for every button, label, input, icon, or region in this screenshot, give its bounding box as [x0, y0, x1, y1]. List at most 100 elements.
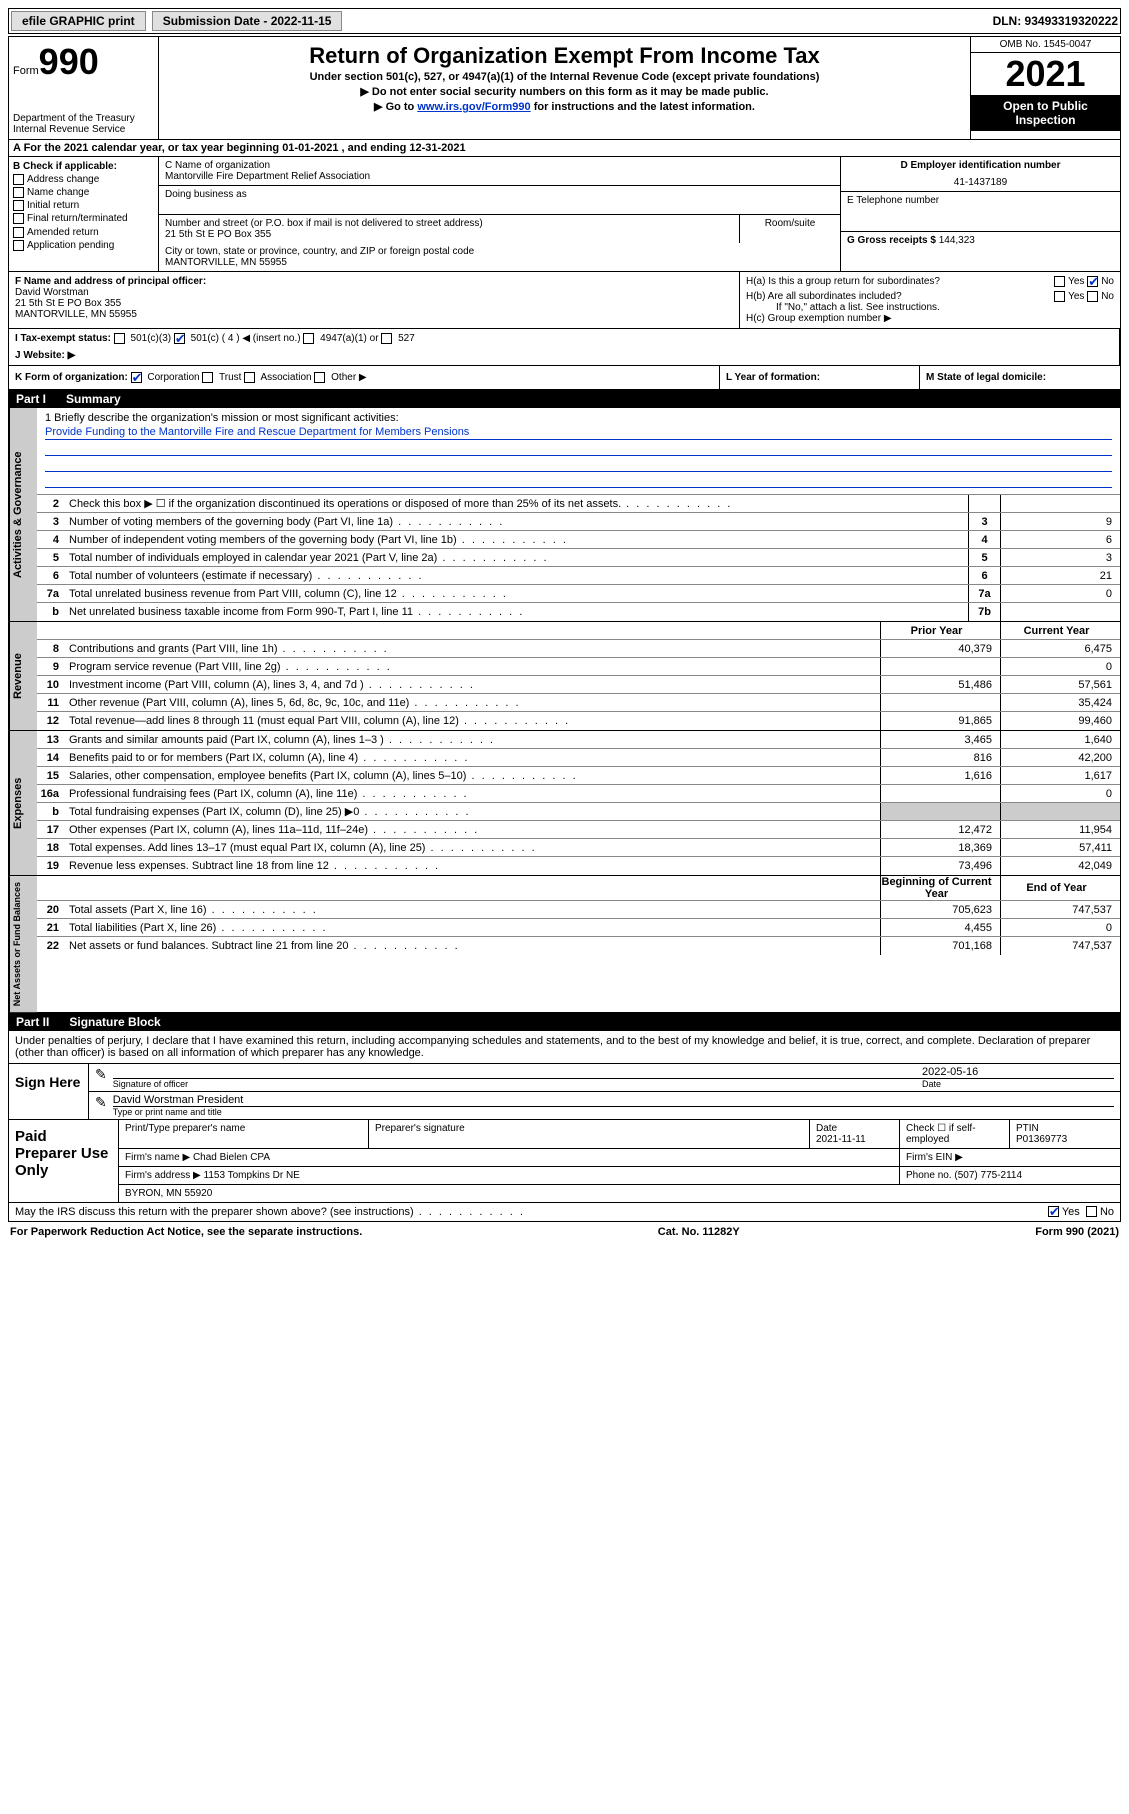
col-b-label: B Check if applicable: — [13, 161, 117, 172]
addr-label: Number and street (or P.O. box if mail i… — [165, 218, 733, 229]
prep-date: 2021-11-11 — [816, 1134, 866, 1145]
line-val: 21 — [1000, 567, 1120, 584]
line-desc: Total fundraising expenses (Part IX, col… — [65, 804, 880, 819]
efile-print-button[interactable]: efile GRAPHIC print — [11, 11, 146, 31]
cb-amended-return[interactable] — [13, 227, 24, 238]
phone-label: E Telephone number — [847, 195, 1114, 206]
prior-val: 91,865 — [880, 712, 1000, 730]
line-num: 19 — [37, 860, 65, 872]
org-name-label: C Name of organization — [165, 160, 834, 171]
data-line: 19Revenue less expenses. Subtract line 1… — [37, 857, 1120, 875]
prior-val: 4,455 — [880, 919, 1000, 936]
cb-address-change[interactable] — [13, 174, 24, 185]
gov-line: 3Number of voting members of the governi… — [37, 513, 1120, 531]
line-num: 2 — [37, 498, 65, 510]
open-inspection: Open to Public Inspection — [971, 95, 1120, 131]
cb-corporation[interactable] — [131, 372, 142, 383]
line-box: 4 — [968, 531, 1000, 548]
submission-date-button[interactable]: Submission Date - 2022-11-15 — [152, 11, 343, 31]
ha-no[interactable] — [1087, 276, 1098, 287]
data-line: 21Total liabilities (Part X, line 26)4,4… — [37, 919, 1120, 937]
addr-value: 21 5th St E PO Box 355 — [165, 229, 733, 240]
line-num: 9 — [37, 661, 65, 673]
curr-val: 35,424 — [1000, 694, 1120, 711]
cb-name-change[interactable] — [13, 187, 24, 198]
gov-line: bNet unrelated business taxable income f… — [37, 603, 1120, 621]
firm-ein-label: Firm's EIN ▶ — [900, 1149, 1120, 1166]
cb-4947[interactable] — [303, 333, 314, 344]
sig-declaration: Under penalties of perjury, I declare th… — [9, 1031, 1120, 1063]
discuss-no[interactable] — [1086, 1206, 1097, 1217]
hc-label: H(c) Group exemption number ▶ — [746, 313, 1114, 324]
line-desc: Revenue less expenses. Subtract line 18 … — [65, 859, 880, 873]
header-center: Return of Organization Exempt From Incom… — [159, 37, 970, 139]
ein-value: 41-1437189 — [847, 177, 1114, 188]
sig-date: 2022-05-16 — [914, 1066, 1114, 1079]
row-klm: K Form of organization: Corporation Trus… — [8, 366, 1121, 390]
sign-here-row: Sign Here ✎ 2022-05-16 Signature of offi… — [9, 1063, 1120, 1119]
sig-arrow2-icon: ✎ — [95, 1094, 107, 1117]
cb-501c3[interactable] — [114, 333, 125, 344]
line-box: 3 — [968, 513, 1000, 530]
prior-val: 816 — [880, 749, 1000, 766]
paid-preparer-row: Paid Preparer Use Only Print/Type prepar… — [9, 1119, 1120, 1202]
hb-no[interactable] — [1087, 291, 1098, 302]
cb-other[interactable] — [314, 372, 325, 383]
line-num: 7a — [37, 588, 65, 600]
prior-val — [880, 694, 1000, 711]
cb-final-return[interactable] — [13, 213, 24, 224]
line-val: 3 — [1000, 549, 1120, 566]
data-line: bTotal fundraising expenses (Part IX, co… — [37, 803, 1120, 821]
j-website: J Website: ▶ — [15, 350, 75, 361]
line-num: 18 — [37, 842, 65, 854]
gross-receipts-label: G Gross receipts $ — [847, 235, 936, 246]
gov-line: 4Number of independent voting members of… — [37, 531, 1120, 549]
line-num: 21 — [37, 922, 65, 934]
footer-mid: Cat. No. 11282Y — [658, 1226, 740, 1238]
mission-q: 1 Briefly describe the organization's mi… — [45, 412, 1112, 424]
firm-phone: (507) 775-2114 — [954, 1170, 1022, 1181]
city-value: MANTORVILLE, MN 55955 — [165, 257, 834, 268]
instructions-link[interactable]: www.irs.gov/Form990 — [417, 101, 530, 113]
cb-application-pending[interactable] — [13, 240, 24, 251]
prior-val: 3,465 — [880, 731, 1000, 748]
line-val: 6 — [1000, 531, 1120, 548]
room-suite-label: Room/suite — [740, 215, 840, 243]
l-year-formation: L Year of formation: — [720, 366, 920, 389]
page-footer: For Paperwork Reduction Act Notice, see … — [8, 1222, 1121, 1242]
col-de: D Employer identification number 41-1437… — [840, 157, 1120, 271]
line-desc: Total revenue—add lines 8 through 11 (mu… — [65, 714, 880, 728]
line-desc: Total number of volunteers (estimate if … — [65, 569, 968, 583]
prior-val: 12,472 — [880, 821, 1000, 838]
hb-yes[interactable] — [1054, 291, 1065, 302]
vtab-revenue: Revenue — [9, 622, 37, 730]
curr-val: 42,049 — [1000, 857, 1120, 875]
vtab-governance: Activities & Governance — [9, 408, 37, 621]
sig-of-label: Signature of officer — [113, 1079, 914, 1089]
line-desc: Net assets or fund balances. Subtract li… — [65, 939, 880, 953]
prior-val: 51,486 — [880, 676, 1000, 693]
irs-label: Internal Revenue Service — [13, 124, 154, 135]
cb-association[interactable] — [244, 372, 255, 383]
discuss-yes[interactable] — [1048, 1206, 1059, 1217]
i-label: I Tax-exempt status: — [15, 333, 111, 344]
cb-501c[interactable] — [174, 333, 185, 344]
line-desc: Net unrelated business taxable income fr… — [65, 605, 968, 619]
prep-date-hdr: Date — [816, 1123, 837, 1134]
header-left: Form990 Department of the Treasury Inter… — [9, 37, 159, 139]
prior-year-hdr: Prior Year — [880, 622, 1000, 639]
prior-val: 73,496 — [880, 857, 1000, 875]
rev-header-row: Prior Year Current Year — [37, 622, 1120, 640]
sign-here-label: Sign Here — [9, 1064, 89, 1119]
data-line: 17Other expenses (Part IX, column (A), l… — [37, 821, 1120, 839]
net-header-row: Beginning of Current Year End of Year — [37, 876, 1120, 901]
cb-527[interactable] — [381, 333, 392, 344]
ha-yes[interactable] — [1054, 276, 1065, 287]
cb-trust[interactable] — [202, 372, 213, 383]
vtab-net: Net Assets or Fund Balances — [9, 876, 37, 1012]
cb-initial-return[interactable] — [13, 200, 24, 211]
line-desc: Benefits paid to or for members (Part IX… — [65, 751, 880, 765]
gov-line: 5Total number of individuals employed in… — [37, 549, 1120, 567]
officer-name-title: David Worstman President — [113, 1094, 1114, 1107]
line-num: 5 — [37, 552, 65, 564]
